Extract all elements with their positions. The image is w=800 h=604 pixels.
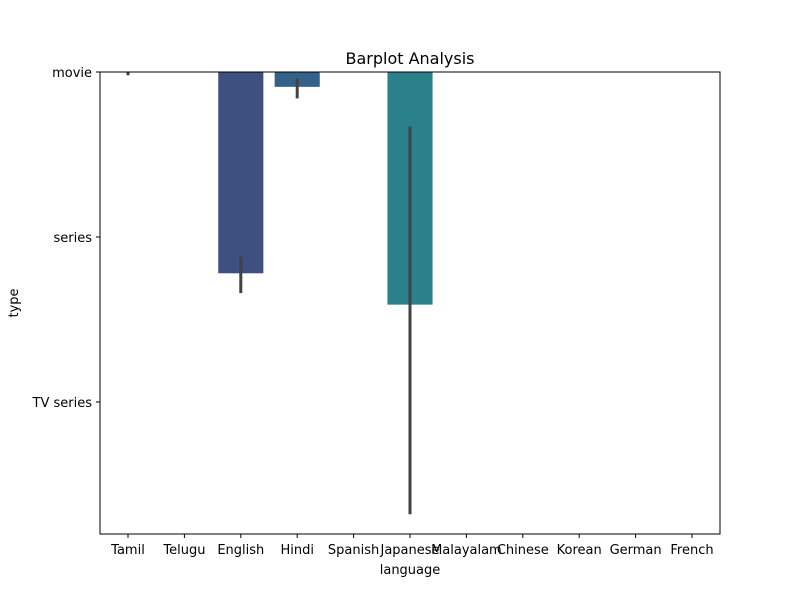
y-tick-label: TV series (32, 396, 93, 411)
y-axis-label: type (7, 288, 22, 317)
x-tick-label: Spanish (328, 543, 379, 558)
x-tick-label: Hindi (280, 543, 314, 558)
x-tick-label: Korean (557, 543, 602, 558)
x-tick-label: Japanese (379, 543, 439, 558)
errorbars-layer (126, 72, 412, 515)
x-axis-label: language (380, 563, 441, 578)
bars-layer (218, 72, 433, 305)
x-tick-label: German (610, 543, 662, 558)
x-tick-label: French (670, 543, 713, 558)
x-tick-label: English (217, 543, 264, 558)
x-tick-label: Tamil (110, 543, 145, 558)
chart-title: Barplot Analysis (345, 49, 474, 68)
y-axis: movie series TV series (32, 66, 100, 411)
y-tick-label: series (54, 231, 93, 246)
x-tick-label: Malayalam (431, 543, 502, 558)
x-tick-label: Chinese (497, 543, 549, 558)
y-tick-label: movie (52, 66, 92, 81)
x-tick-label: Telugu (162, 543, 205, 558)
x-axis: Tamil Telugu English Hindi Spanish JapaneseMa… (110, 534, 714, 558)
bar-english (218, 72, 264, 274)
